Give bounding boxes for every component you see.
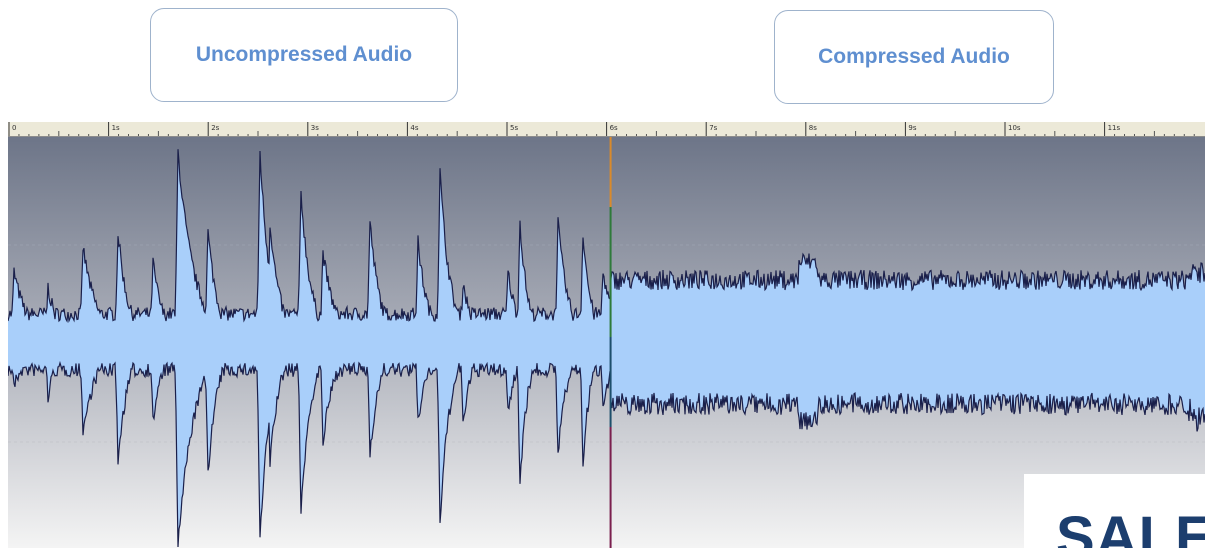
uncompressed-audio-label: Uncompressed Audio [150,8,458,102]
ruler-tick-label: 7s [709,124,717,132]
ruler-tick-label: 3s [311,124,319,132]
ruler-tick-label: 4s [410,124,418,132]
sales-logo: SALES [1024,474,1205,548]
sales-logo-text: SALES [1056,505,1205,548]
waveform-lower-outline [8,360,1205,548]
time-ruler: 0 1s 2s 3s 4s 5s 6s 7s 8s 9s 10s 11s [8,121,1205,137]
waveform-upper-outline [8,149,1205,323]
ruler-tick-label: 1s [112,124,120,132]
compressed-audio-label: Compressed Audio [774,10,1054,104]
waveform-envelope [8,149,1205,547]
ruler-tick-label: 5s [510,124,518,132]
ruler-tick-label: 10s [1008,124,1021,132]
ruler-tick-label: 11s [1108,124,1121,132]
ruler-tick-label: 8s [809,124,817,132]
ruler-tick-label: 6s [610,124,618,132]
compressed-audio-text: Compressed Audio [818,45,1010,68]
ruler-tick-label: 2s [211,124,219,132]
ruler-tick-label: 9s [908,124,916,132]
waveform-display [8,137,1205,548]
uncompressed-audio-text: Uncompressed Audio [195,43,413,66]
ruler-tick-label: 0 [12,124,16,132]
